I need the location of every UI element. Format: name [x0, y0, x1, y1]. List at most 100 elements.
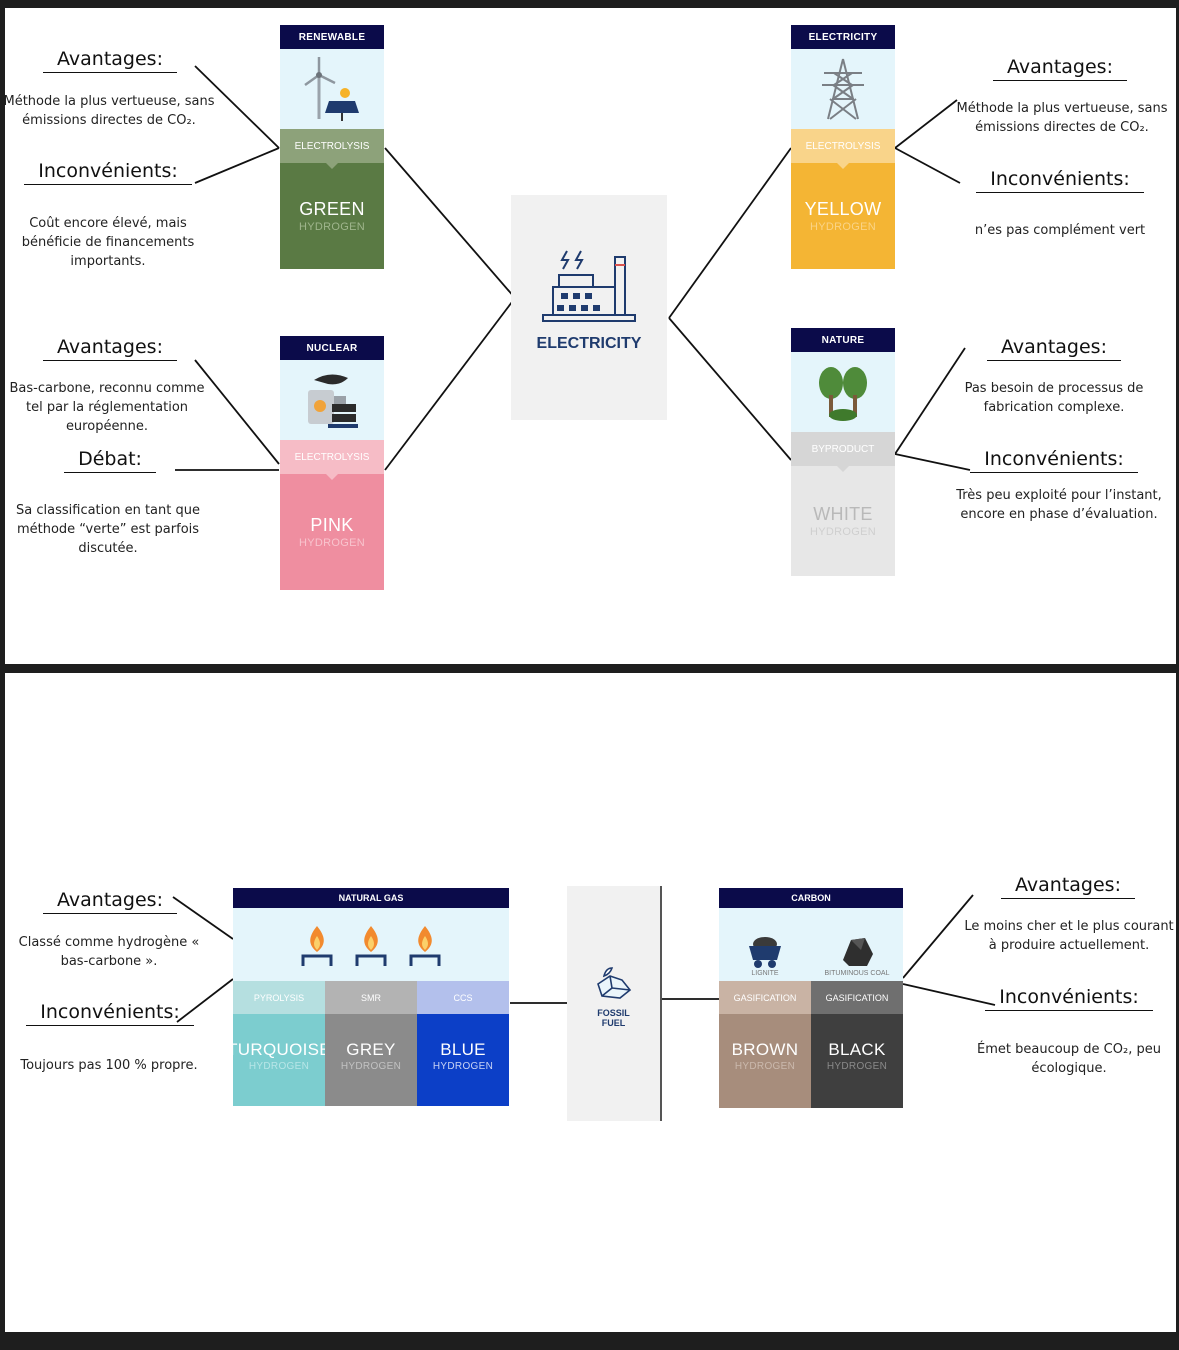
- white-sub: HYDROGEN: [810, 526, 876, 538]
- yellow-drawbacks-text: n’es pas complément vert: [974, 223, 1146, 238]
- coal-rock-icon: [843, 938, 873, 966]
- brown-name: BROWN: [731, 1040, 799, 1059]
- pink-name: PINK: [310, 515, 354, 535]
- pink-color-block: PINK HYDROGEN: [280, 474, 384, 590]
- wind-solar-icon: [280, 49, 384, 129]
- gas-drawbacks-title: Inconvénients:: [15, 1001, 205, 1026]
- green-advantages-title: Avantages:: [15, 48, 205, 73]
- grey-process-label: SMR: [325, 981, 417, 1014]
- pink-advantages-title: Avantages:: [15, 336, 205, 361]
- gas-advantages-title: Avantages:: [15, 889, 205, 914]
- green-sub: HYDROGEN: [299, 221, 365, 233]
- electricity-center-box: ELECTRICITY: [511, 195, 667, 420]
- turquoise-name: TURQUOISE: [233, 1040, 331, 1059]
- grey-name: GREY: [346, 1040, 396, 1059]
- power-pylon-icon: [791, 49, 895, 129]
- white-advantages-text: Pas besoin de processus de fabrication c…: [964, 381, 1144, 415]
- blue-column: CCS BLUE HYDROGEN: [417, 981, 509, 1106]
- black-name: BLACK: [828, 1040, 886, 1059]
- green-process-label: ELECTROLYSIS: [280, 129, 384, 169]
- carbon-card: CARBON LIGNITE BITUMINOUS COAL: [719, 888, 903, 1108]
- gas-drawbacks-text: Toujours pas 100 % propre.: [20, 1058, 198, 1073]
- bottom-panel: Avantages: Classé comme hydrogène « bas-…: [5, 673, 1176, 1332]
- pink-debate-text: Sa classification en tant que méthode “v…: [16, 503, 200, 556]
- natural-gas-card: NATURAL GAS PYROLYSI: [233, 888, 509, 1106]
- gas-advantages-text: Classé comme hydrogène « bas-carbone ».: [18, 935, 200, 969]
- white-advantages-title: Avantages:: [959, 336, 1149, 361]
- grey-color-block: GREY HYDROGEN: [325, 1014, 417, 1106]
- white-hydrogen-card: NATURE BYPRODUCT WHITE HYDROGEN: [791, 328, 895, 576]
- trees-icon: [791, 352, 895, 432]
- black-color-block: BLACK HYDROGEN: [811, 1014, 903, 1108]
- yellow-name: YELLOW: [804, 199, 882, 219]
- pink-source-label: NUCLEAR: [280, 336, 384, 360]
- white-name: WHITE: [813, 504, 873, 524]
- green-hydrogen-card: RENEWABLE ELECTROLYSIS GREEN HYDROGEN: [280, 25, 384, 269]
- yellow-drawbacks-title: Inconvénients:: [965, 168, 1155, 193]
- connector-lines-bottom: [172, 894, 996, 1023]
- green-source-label: RENEWABLE: [280, 25, 384, 49]
- yellow-sub: HYDROGEN: [810, 221, 876, 233]
- connector-lines-top: [175, 65, 971, 471]
- turquoise-color-block: TURQUOISE HYDROGEN: [233, 1014, 331, 1106]
- top-panel: Avantages: Méthode la plus vertueuse, sa…: [3, 8, 1176, 664]
- pink-advantages-text: Bas-carbone, reconnu comme tel par la ré…: [9, 381, 205, 434]
- carbon-drawbacks-title: Inconvénients:: [969, 986, 1169, 1011]
- pink-sub: HYDROGEN: [299, 537, 365, 549]
- yellow-color-block: YELLOW HYDROGEN: [791, 163, 895, 269]
- pink-hydrogen-card: NUCLEAR ELECTROLYSIS PINK HYDROGEN: [280, 336, 384, 590]
- pink-debate-title: Débat:: [15, 448, 205, 473]
- electricity-label: ELECTRICITY: [536, 335, 642, 352]
- turquoise-process-label: PYROLYSIS: [233, 981, 325, 1014]
- green-drawbacks-text: Coût encore élevé, mais bénéficie de fin…: [21, 216, 195, 269]
- yellow-process-label: ELECTROLYSIS: [791, 129, 895, 169]
- brown-column: GASIFICATION BROWN HYDROGEN: [719, 981, 811, 1108]
- blue-color-block: BLUE HYDROGEN: [417, 1014, 509, 1106]
- white-drawbacks-text: Très peu exploité pour l’instant, encore…: [956, 488, 1162, 522]
- green-drawbacks-title: Inconvénients:: [13, 160, 203, 185]
- green-advantages-text: Méthode la plus vertueuse, sans émission…: [3, 94, 215, 128]
- carbon-advantages-text: Le moins cher et le plus courant à produ…: [964, 919, 1174, 953]
- brown-process-label: GASIFICATION: [719, 981, 811, 1014]
- nuclear-plant-icon: [280, 360, 384, 440]
- pink-process-label: ELECTROLYSIS: [280, 440, 384, 480]
- yellow-source-label: ELECTRICITY: [791, 25, 895, 49]
- carbon-advantages-title: Avantages:: [973, 874, 1163, 899]
- gas-flame-icon: [409, 925, 441, 966]
- gas-flame-icon-row: [233, 908, 509, 981]
- mine-cart-icon: [749, 937, 781, 968]
- white-drawbacks-title: Inconvénients:: [959, 448, 1149, 473]
- green-name: GREEN: [299, 199, 365, 219]
- blue-process-label: CCS: [417, 981, 509, 1014]
- green-color-block: GREEN HYDROGEN: [280, 163, 384, 269]
- brown-color-block: BROWN HYDROGEN: [719, 1014, 811, 1108]
- gas-flame-icon: [355, 925, 387, 966]
- blue-sub: HYDROGEN: [432, 1061, 494, 1072]
- white-source-label: NATURE: [791, 328, 895, 352]
- carbon-drawbacks-text: Émet beaucoup de CO₂, peu écologique.: [977, 1042, 1161, 1076]
- lignite-label: LIGNITE: [751, 970, 779, 977]
- coal-ice-icon: [592, 966, 636, 1004]
- gas-flame-icon: [301, 925, 333, 966]
- black-process-label: GASIFICATION: [811, 981, 903, 1014]
- black-column: GASIFICATION BLACK HYDROGEN: [811, 981, 903, 1108]
- yellow-hydrogen-card: ELECTRICITY ELECTROLYSIS: [791, 25, 895, 269]
- bituminous-coal-label: BITUMINOUS COAL: [824, 970, 890, 977]
- white-process-label: BYPRODUCT: [791, 432, 895, 472]
- turquoise-column: PYROLYSIS TURQUOISE HYDROGEN: [233, 981, 331, 1106]
- grey-sub: HYDROGEN: [340, 1061, 402, 1072]
- carbon-icon-row: LIGNITE BITUMINOUS COAL: [719, 908, 903, 981]
- black-sub: HYDROGEN: [826, 1061, 888, 1072]
- fossil-fuel-center-box: FOSSIL FUEL: [567, 886, 662, 1121]
- blue-name: BLUE: [440, 1040, 486, 1059]
- yellow-advantages-text: Méthode la plus vertueuse, sans émission…: [956, 101, 1168, 135]
- grey-column: SMR GREY HYDROGEN: [325, 981, 417, 1106]
- factory-icon: [537, 245, 641, 333]
- carbon-source-label: CARBON: [719, 888, 903, 908]
- brown-sub: HYDROGEN: [734, 1061, 796, 1072]
- fossil-fuel-label: FOSSIL FUEL: [597, 1008, 630, 1028]
- white-color-block: WHITE HYDROGEN: [791, 466, 895, 576]
- turquoise-sub: HYDROGEN: [248, 1061, 310, 1072]
- gas-source-label: NATURAL GAS: [233, 888, 509, 908]
- yellow-advantages-title: Avantages:: [965, 56, 1155, 81]
